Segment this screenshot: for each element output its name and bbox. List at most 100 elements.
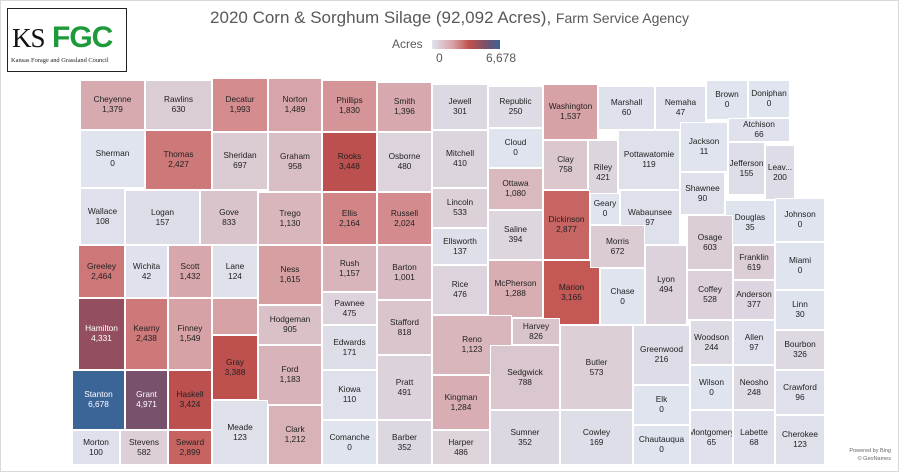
county-rooks[interactable]: Rooks 3,448: [322, 132, 377, 192]
county-jewell[interactable]: Jewell 301: [432, 84, 488, 130]
county-smith[interactable]: Smith 1,396: [377, 82, 432, 132]
county-marion[interactable]: Marion 3,165: [543, 260, 600, 325]
county-labette[interactable]: Labette 68: [733, 410, 775, 465]
county-chase[interactable]: Chase 0: [600, 268, 645, 325]
county-sumner[interactable]: Sumner 352: [490, 410, 560, 465]
county-hodgeman[interactable]: Hodgeman 905: [258, 305, 322, 345]
county-jackson[interactable]: Jackson 11: [680, 122, 728, 172]
county-phillips[interactable]: Phillips 1,830: [322, 80, 377, 132]
county-rice[interactable]: Rice 476: [432, 265, 488, 315]
county-kingman[interactable]: Kingman 1,284: [432, 375, 490, 430]
county-shawnee[interactable]: Shawnee 90: [680, 172, 725, 215]
county-sheridan[interactable]: Sheridan 697: [212, 132, 268, 190]
county-comanche[interactable]: Comanche 0: [322, 420, 377, 465]
county-cloud[interactable]: Cloud 0: [488, 128, 543, 168]
county-republic[interactable]: Republic 250: [488, 86, 543, 128]
county-kearny[interactable]: Kearny 2,438: [125, 298, 168, 370]
county-finney[interactable]: Finney 1,549: [168, 298, 212, 370]
county-norton[interactable]: Norton 1,489: [268, 78, 322, 132]
county-elk[interactable]: Elk 0: [633, 385, 690, 425]
county-pawnee[interactable]: Pawnee 475: [322, 292, 377, 325]
county-mcpherson[interactable]: McPherson 1,288: [488, 260, 543, 318]
county-atchison[interactable]: Atchison 66: [728, 118, 790, 142]
county-mitchell[interactable]: Mitchell 410: [432, 130, 488, 188]
county-wichita[interactable]: Wichita 42: [125, 245, 168, 298]
county-lincoln[interactable]: Lincoln 533: [432, 188, 488, 228]
county-rush[interactable]: Rush 1,157: [322, 245, 377, 292]
county-allen[interactable]: Allen 97: [733, 320, 775, 365]
county-thomas[interactable]: Thomas 2,427: [145, 130, 212, 190]
county-cherokee[interactable]: Cherokee 123: [775, 415, 825, 465]
county-cheyenne[interactable]: Cheyenne 1,379: [80, 80, 145, 130]
county-brown[interactable]: Brown 0: [706, 80, 748, 120]
county-dickinson[interactable]: Dickinson 2,877: [543, 190, 590, 260]
county-harper[interactable]: Harper 486: [432, 430, 490, 465]
county-washington[interactable]: Washington 1,537: [543, 84, 598, 140]
county-greenwood[interactable]: Greenwood 216: [633, 325, 690, 385]
county-ellis[interactable]: Ellis 2,164: [322, 192, 377, 245]
county-pottawatomie[interactable]: Pottawatomie 119: [618, 130, 680, 190]
county-ellsworth[interactable]: Ellsworth 137: [432, 228, 488, 265]
county-stafford[interactable]: Stafford 818: [377, 300, 432, 355]
county-sherman[interactable]: Sherman 0: [80, 130, 145, 188]
county-neosho[interactable]: Neosho 248: [733, 365, 775, 410]
county-osborne[interactable]: Osborne 480: [377, 132, 432, 192]
county-bourbon[interactable]: Bourbon 326: [775, 330, 825, 370]
county-montgomery[interactable]: Montgomery 65: [690, 410, 733, 465]
county-ford[interactable]: Ford 1,183: [258, 345, 322, 405]
county-clay[interactable]: Clay 758: [543, 140, 588, 190]
county-greeley[interactable]: Greeley 2,464: [78, 245, 125, 298]
county-stevens[interactable]: Stevens 582: [120, 430, 168, 465]
county-gray[interactable]: Gray 3,388: [212, 335, 258, 400]
county-wallace[interactable]: Wallace 108: [80, 188, 125, 245]
county-trego[interactable]: Trego 1,130: [258, 192, 322, 245]
county-sedgwick[interactable]: Sedgwick 788: [490, 345, 560, 410]
county-scott[interactable]: Scott 1,432: [168, 245, 212, 298]
county-jefferson[interactable]: Jefferson 155: [728, 142, 765, 195]
county-chautauqua[interactable]: Chautauqua 0: [633, 425, 690, 465]
county-miami[interactable]: Miami 0: [775, 242, 825, 290]
county-russell[interactable]: Russell 2,024: [377, 192, 432, 245]
county-gove[interactable]: Gove 833: [200, 190, 258, 245]
county-stanton[interactable]: Stanton 6,678: [72, 370, 125, 430]
county-barton[interactable]: Barton 1,001: [377, 245, 432, 300]
county-crawford[interactable]: Crawford 96: [775, 370, 825, 415]
county-johnson[interactable]: Johnson 0: [775, 198, 825, 242]
county-kiowa[interactable]: Kiowa 110: [322, 370, 377, 420]
county-lane[interactable]: Lane 124: [212, 245, 258, 298]
county-marshall[interactable]: Marshall 60: [598, 86, 655, 130]
county-rawlins[interactable]: Rawlins 630: [145, 80, 212, 130]
county-coffey[interactable]: Coffey 528: [687, 270, 733, 320]
county-douglas[interactable]: Douglas 35: [725, 200, 775, 245]
county-edwards[interactable]: Edwards 171: [322, 325, 377, 370]
county-linn[interactable]: Linn 30: [775, 290, 825, 330]
county-finney-east[interactable]: [212, 298, 258, 335]
county-doniphan[interactable]: Doniphan 0: [748, 80, 790, 118]
county-saline[interactable]: Saline 394: [488, 210, 543, 260]
county-haskell[interactable]: Haskell 3,424: [168, 370, 212, 430]
county-pratt[interactable]: Pratt 491: [377, 355, 432, 420]
county-ness[interactable]: Ness 1,615: [258, 245, 322, 305]
county-seward[interactable]: Seward 2,899: [168, 430, 212, 465]
county-harvey[interactable]: Harvey 826: [512, 318, 560, 345]
county-osage[interactable]: Osage 603: [687, 215, 733, 270]
county-cowley[interactable]: Cowley 169: [560, 410, 633, 465]
county-grant[interactable]: Grant 4,971: [125, 370, 168, 430]
county-logan[interactable]: Logan 157: [125, 190, 200, 245]
county-morris[interactable]: Morris 672: [590, 225, 645, 268]
county-lyon[interactable]: Lyon 494: [645, 245, 687, 325]
county-leav[interactable]: Leav... 200: [765, 145, 795, 200]
county-graham[interactable]: Graham 958: [268, 132, 322, 192]
county-barber[interactable]: Barber 352: [377, 420, 432, 465]
county-geary[interactable]: Geary 0: [590, 193, 620, 225]
county-wilson[interactable]: Wilson 0: [690, 365, 733, 410]
county-clark[interactable]: Clark 1,212: [268, 405, 322, 465]
county-butler[interactable]: Butler 573: [560, 325, 633, 410]
county-ottawa[interactable]: Ottawa 1,080: [488, 168, 543, 210]
county-hamilton[interactable]: Hamilton 4,331: [78, 298, 125, 370]
county-meade[interactable]: Meade 123: [212, 400, 268, 465]
county-morton[interactable]: Morton 100: [72, 430, 120, 465]
county-anderson[interactable]: Anderson 377: [733, 280, 775, 320]
county-franklin[interactable]: Franklin 619: [733, 245, 775, 280]
county-woodson[interactable]: Woodson 244: [690, 320, 733, 365]
